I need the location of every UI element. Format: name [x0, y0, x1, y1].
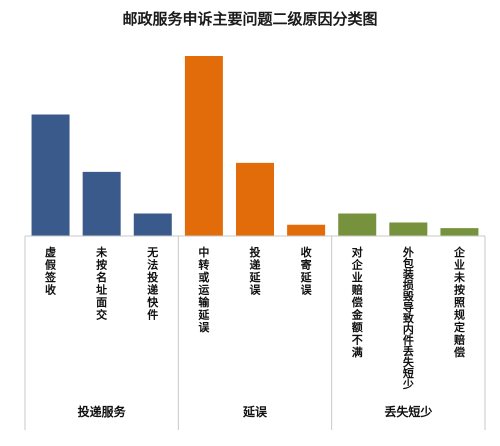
tick-labels: 虚假签收 未按名址面交 无法投递快件 中转或运输延误 投递延误 收寄延误 对企业赔偿金额不满… [44, 245, 466, 391]
bar-1 [31, 114, 70, 236]
tick-label-6: 收寄延误 [300, 245, 313, 297]
tick-label-9: 企业未按照规定赔偿 [453, 245, 466, 359]
tick-label-7: 对企业赔偿金额不满 [351, 245, 364, 359]
bar-6 [287, 224, 326, 236]
tick-label-2: 未按名址面交 [95, 245, 108, 322]
group-label-3: 丢失短少 [384, 404, 432, 419]
tick-label-3: 无法投递快件 [146, 246, 159, 322]
group-labels: 投递服务 延误 丢失短少 [78, 404, 433, 419]
bar-9 [440, 228, 479, 236]
bar-4 [184, 56, 223, 236]
bars [31, 56, 479, 236]
bar-7 [338, 213, 377, 236]
bar-3 [133, 213, 172, 236]
group-label-2: 延误 [242, 404, 268, 419]
bar-5 [236, 162, 274, 236]
category-axis [24, 235, 486, 430]
tick-label-1: 虚假签收 [44, 245, 57, 297]
tick-label-5: 投递延误 [249, 245, 262, 297]
bar-2 [82, 171, 121, 236]
tick-label-4: 中转或运输延误 [197, 245, 210, 334]
chart-title: 邮政服务申诉主要问题二级原因分类图 [122, 10, 377, 28]
tick-label-8: 外包装损毁导致内件丢失短少 [402, 245, 415, 391]
group-label-1: 投递服务 [78, 404, 127, 419]
bar-8 [389, 222, 428, 236]
